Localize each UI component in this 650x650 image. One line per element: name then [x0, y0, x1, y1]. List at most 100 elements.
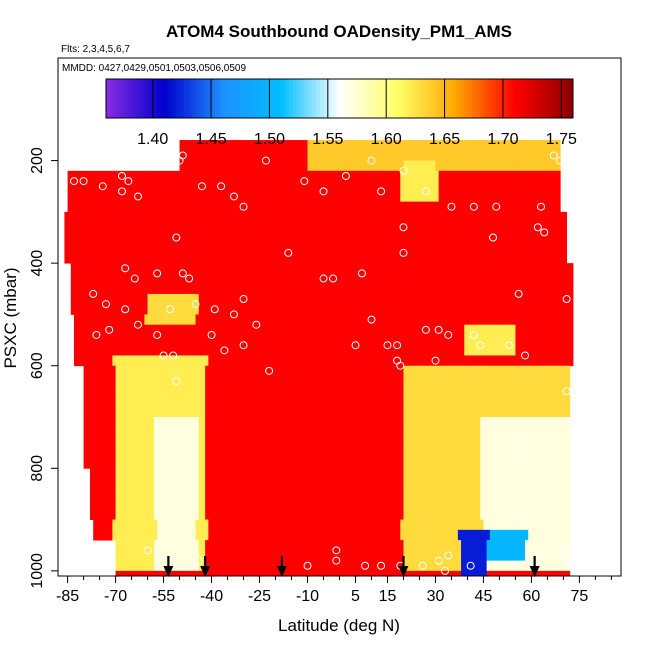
heatmap-cell — [352, 150, 360, 161]
heatmap-cell — [102, 417, 110, 428]
heatmap-cell — [566, 345, 574, 356]
heatmap-cell — [441, 570, 449, 576]
heatmap-cell — [550, 570, 558, 576]
heatmap-cell — [473, 540, 481, 551]
heatmap-cell — [569, 263, 574, 274]
heatmap-cell — [381, 201, 388, 213]
colorbar-segment — [113, 79, 119, 118]
heatmap-cell — [550, 293, 558, 305]
heatmap-cell — [525, 509, 532, 520]
heatmap-cell — [473, 211, 481, 223]
heatmap-cell — [182, 191, 190, 203]
heatmap-cell — [192, 396, 200, 408]
heatmap-cell — [198, 468, 206, 479]
heatmap-cell — [198, 509, 206, 520]
heatmap-cell — [256, 160, 264, 172]
heatmap-cell — [176, 355, 184, 367]
heatmap-cell — [361, 324, 369, 336]
heatmap-cell — [304, 191, 312, 203]
heatmap-cell — [211, 283, 219, 295]
heatmap-cell — [214, 201, 222, 213]
heatmap-cell — [192, 488, 200, 500]
colorbar-segment — [191, 79, 197, 118]
heatmap-cell — [233, 170, 241, 182]
heatmap-cell — [307, 242, 315, 254]
heatmap-cell — [525, 283, 532, 295]
heatmap-cell — [166, 222, 174, 233]
marker-arrow — [529, 556, 540, 577]
heatmap-cell — [201, 345, 209, 356]
colorbar-segment — [502, 79, 508, 118]
heatmap-cell — [531, 427, 539, 438]
heatmap-cell — [454, 263, 462, 274]
heatmap-cell — [518, 150, 526, 161]
heatmap-cell — [525, 427, 532, 438]
heatmap-cell — [291, 191, 299, 203]
heatmap-cell — [499, 283, 507, 295]
heatmap-cell — [557, 468, 564, 479]
heatmap-cell — [96, 263, 104, 274]
heatmap-cell — [525, 560, 532, 572]
heatmap-cell — [393, 519, 401, 531]
heatmap-cell — [461, 468, 468, 479]
heatmap-cell — [265, 519, 273, 531]
heatmap-cell — [102, 365, 110, 377]
heatmap-cell — [96, 478, 104, 490]
heatmap-cell — [192, 499, 200, 510]
heatmap-cell — [288, 232, 296, 244]
heatmap-cell — [137, 201, 145, 213]
heatmap-cell — [371, 263, 379, 274]
heatmap-cell — [147, 560, 155, 572]
heatmap-cell — [310, 170, 318, 182]
heatmap-cell — [211, 468, 219, 479]
heatmap-cell — [445, 191, 452, 203]
heatmap-cell — [537, 499, 545, 510]
heatmap-cell — [515, 355, 523, 367]
heatmap-cell — [521, 170, 529, 182]
heatmap-cell — [173, 273, 180, 285]
heatmap-cell — [288, 427, 296, 438]
heatmap-cell — [384, 406, 392, 418]
heatmap-cell — [550, 211, 558, 223]
heatmap-cell — [339, 365, 347, 377]
heatmap-cell — [505, 140, 513, 151]
heatmap-cell — [512, 365, 520, 377]
heatmap-cell — [105, 181, 113, 192]
heatmap-cell — [237, 375, 244, 387]
heatmap-cell — [339, 499, 347, 510]
heatmap-cell — [409, 550, 417, 562]
heatmap-cell — [454, 488, 462, 500]
heatmap-cell — [345, 263, 353, 274]
colorbar-segment — [553, 79, 558, 118]
heatmap-cell — [467, 211, 475, 223]
colorbar-segment — [211, 79, 216, 118]
heatmap-cell — [473, 304, 481, 315]
heatmap-cell — [109, 396, 116, 408]
heatmap-cell — [406, 191, 414, 203]
heatmap-cell — [480, 252, 488, 264]
heatmap-cell — [278, 314, 286, 326]
heatmap-cell — [438, 181, 446, 192]
heatmap-cell — [403, 160, 411, 172]
heatmap-cell — [221, 529, 228, 541]
heatmap-cell — [326, 499, 334, 510]
heatmap-cell — [301, 427, 308, 438]
heatmap-cell — [317, 519, 324, 531]
heatmap-cell — [73, 170, 81, 182]
heatmap-cell — [541, 181, 548, 192]
heatmap-cell — [294, 427, 302, 438]
heatmap-cell — [547, 345, 555, 356]
sample-point — [421, 187, 430, 196]
heatmap-cell — [441, 232, 449, 244]
x-axis-label: Latitude (deg N) — [278, 616, 400, 635]
heatmap-cell — [313, 222, 321, 233]
heatmap-cell — [105, 334, 113, 346]
heatmap-cell — [419, 181, 427, 192]
heatmap-cell — [345, 160, 353, 172]
heatmap-cell — [345, 242, 353, 254]
heatmap-cell — [281, 509, 289, 520]
heatmap-cell — [230, 406, 238, 418]
heatmap-cell — [544, 283, 552, 295]
heatmap-cell — [454, 150, 462, 161]
heatmap-cell — [256, 550, 264, 562]
